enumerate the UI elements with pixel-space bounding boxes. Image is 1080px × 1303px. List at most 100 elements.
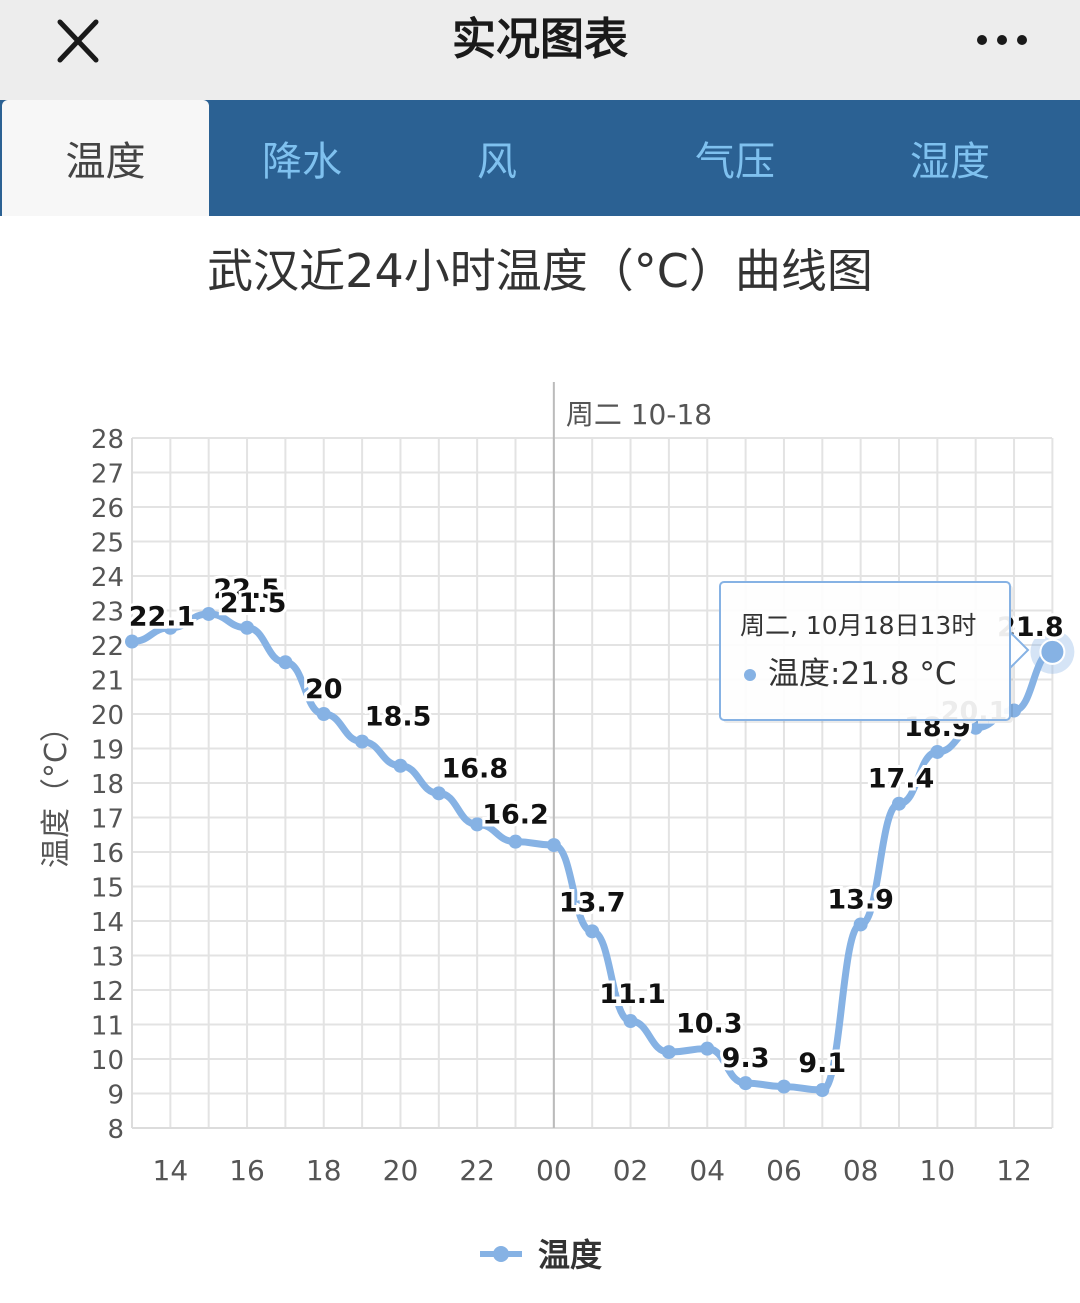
- data-point[interactable]: [355, 734, 370, 749]
- y-tick-label: 26: [91, 494, 124, 524]
- header-bar: 实况图表: [0, 0, 1080, 100]
- data-point[interactable]: [393, 758, 408, 773]
- close-button[interactable]: [48, 12, 108, 72]
- x-tick-label: 14: [153, 1154, 189, 1187]
- data-point[interactable]: [546, 838, 561, 853]
- data-label: 9.3: [722, 1043, 770, 1074]
- y-axis-title: 温度（°C）: [39, 712, 74, 868]
- y-tick-label: 19: [91, 736, 124, 766]
- data-label: 16.8: [441, 753, 508, 784]
- tab-label: 温度: [65, 139, 146, 185]
- data-point[interactable]: [508, 834, 523, 849]
- temperature-chart[interactable]: 周二 10-18 8 9 10 11 12 13 14 15 16 17 18 19 20 21 22 23 24…: [0, 330, 1080, 1303]
- tab-wind[interactable]: 风: [395, 100, 599, 216]
- more-button[interactable]: [970, 20, 1034, 60]
- y-tick-label: 24: [91, 563, 124, 593]
- data-label: 21.5: [220, 588, 287, 619]
- chart-title: 武汉近24小时温度（°C）曲线图: [207, 244, 873, 298]
- data-point[interactable]: [623, 1014, 638, 1029]
- tooltip-box: [719, 581, 1011, 721]
- y-tick-label: 12: [91, 977, 124, 1007]
- y-tick-label: 27: [91, 460, 124, 490]
- grid: [131, 437, 1054, 1129]
- data-label: 13.7: [559, 887, 626, 918]
- data-point[interactable]: [316, 707, 331, 721]
- tab-label: 降水: [262, 139, 342, 185]
- y-tick-label: 8: [107, 1115, 124, 1145]
- tooltip-arrow: [1009, 629, 1030, 671]
- y-tick-label: 21: [91, 667, 124, 697]
- day-marker-label: 周二 10-18: [566, 398, 712, 431]
- data-point[interactable]: [431, 786, 446, 801]
- data-point[interactable]: [853, 917, 868, 932]
- data-label: 9.1: [798, 1048, 846, 1079]
- data-point[interactable]: [661, 1045, 676, 1060]
- x-tick-label: 10: [920, 1154, 956, 1187]
- legend[interactable]: 温度: [480, 1236, 602, 1274]
- y-tick-label: 11: [91, 1012, 124, 1042]
- data-point[interactable]: [968, 720, 983, 735]
- legend-marker: [493, 1246, 509, 1262]
- x-tick-label: 08: [843, 1154, 879, 1187]
- data-point[interactable]: [700, 1041, 715, 1056]
- data-point[interactable]: [470, 817, 485, 832]
- data-point[interactable]: [125, 634, 139, 649]
- y-tick-label: 9: [107, 1081, 124, 1111]
- x-tick-label: 06: [766, 1154, 802, 1187]
- data-label: 22.5: [213, 574, 280, 605]
- close-icon: [57, 19, 99, 63]
- data-point[interactable]: [892, 796, 906, 811]
- data-label: 13.9: [827, 884, 894, 915]
- more-dots-icon: [977, 35, 1027, 45]
- data-point[interactable]: [163, 620, 178, 635]
- x-tick-label: 20: [383, 1154, 419, 1187]
- x-tick-label: 18: [306, 1154, 342, 1187]
- y-tick-label: 14: [91, 908, 124, 938]
- data-point[interactable]: [201, 606, 216, 621]
- x-tick-label: 00: [536, 1154, 572, 1187]
- tab-pressure[interactable]: 气压: [630, 100, 840, 216]
- tab-bar: 温度 降水 风 气压 湿度: [0, 100, 1080, 216]
- y-tick-label: 25: [91, 529, 124, 559]
- data-point[interactable]: [1039, 638, 1066, 665]
- tooltip-value: 温度:21.8 °C: [768, 656, 956, 692]
- page-title: 实况图表: [452, 14, 628, 65]
- x-tick-label: 16: [229, 1154, 265, 1187]
- y-tick-label: 10: [91, 1046, 124, 1076]
- y-tick-label: 18: [91, 770, 124, 800]
- data-point[interactable]: [585, 924, 600, 939]
- tab-label: 湿度: [910, 139, 990, 185]
- y-tick-label: 28: [91, 425, 124, 455]
- data-label: 17.4: [868, 764, 935, 795]
- tab-temperature[interactable]: 温度: [2, 100, 209, 216]
- tab-label: 风: [477, 139, 517, 185]
- x-tick-label: 04: [689, 1154, 725, 1187]
- legend-label: 温度: [538, 1236, 602, 1274]
- data-point[interactable]: [738, 1076, 753, 1091]
- tab-label: 气压: [695, 139, 775, 185]
- tab-precipitation[interactable]: 降水: [209, 100, 395, 216]
- data-point[interactable]: [815, 1083, 830, 1098]
- x-tick-label: 12: [996, 1154, 1032, 1187]
- tooltip-title: 周二, 10月18日13时: [740, 611, 976, 640]
- y-tick-label: 13: [91, 943, 124, 973]
- x-tick-label: 22: [459, 1154, 495, 1187]
- data-point[interactable]: [278, 655, 293, 670]
- data-label: 20: [305, 674, 343, 705]
- data-point[interactable]: [776, 1079, 791, 1094]
- y-tick-label: 23: [91, 598, 124, 628]
- data-label: 18.5: [365, 702, 432, 733]
- data-label: 11.1: [599, 979, 666, 1010]
- x-tick-label: 02: [613, 1154, 649, 1187]
- y-tick-label: 15: [91, 874, 124, 904]
- data-point[interactable]: [930, 744, 945, 759]
- tab-humidity[interactable]: 湿度: [845, 100, 1055, 216]
- y-tick-label: 16: [91, 839, 124, 869]
- tooltip-series-dot: [744, 669, 756, 681]
- y-tick-label: 20: [91, 701, 124, 731]
- data-point[interactable]: [240, 620, 255, 635]
- y-tick-label: 17: [91, 805, 124, 835]
- data-label: 10.3: [676, 1009, 743, 1040]
